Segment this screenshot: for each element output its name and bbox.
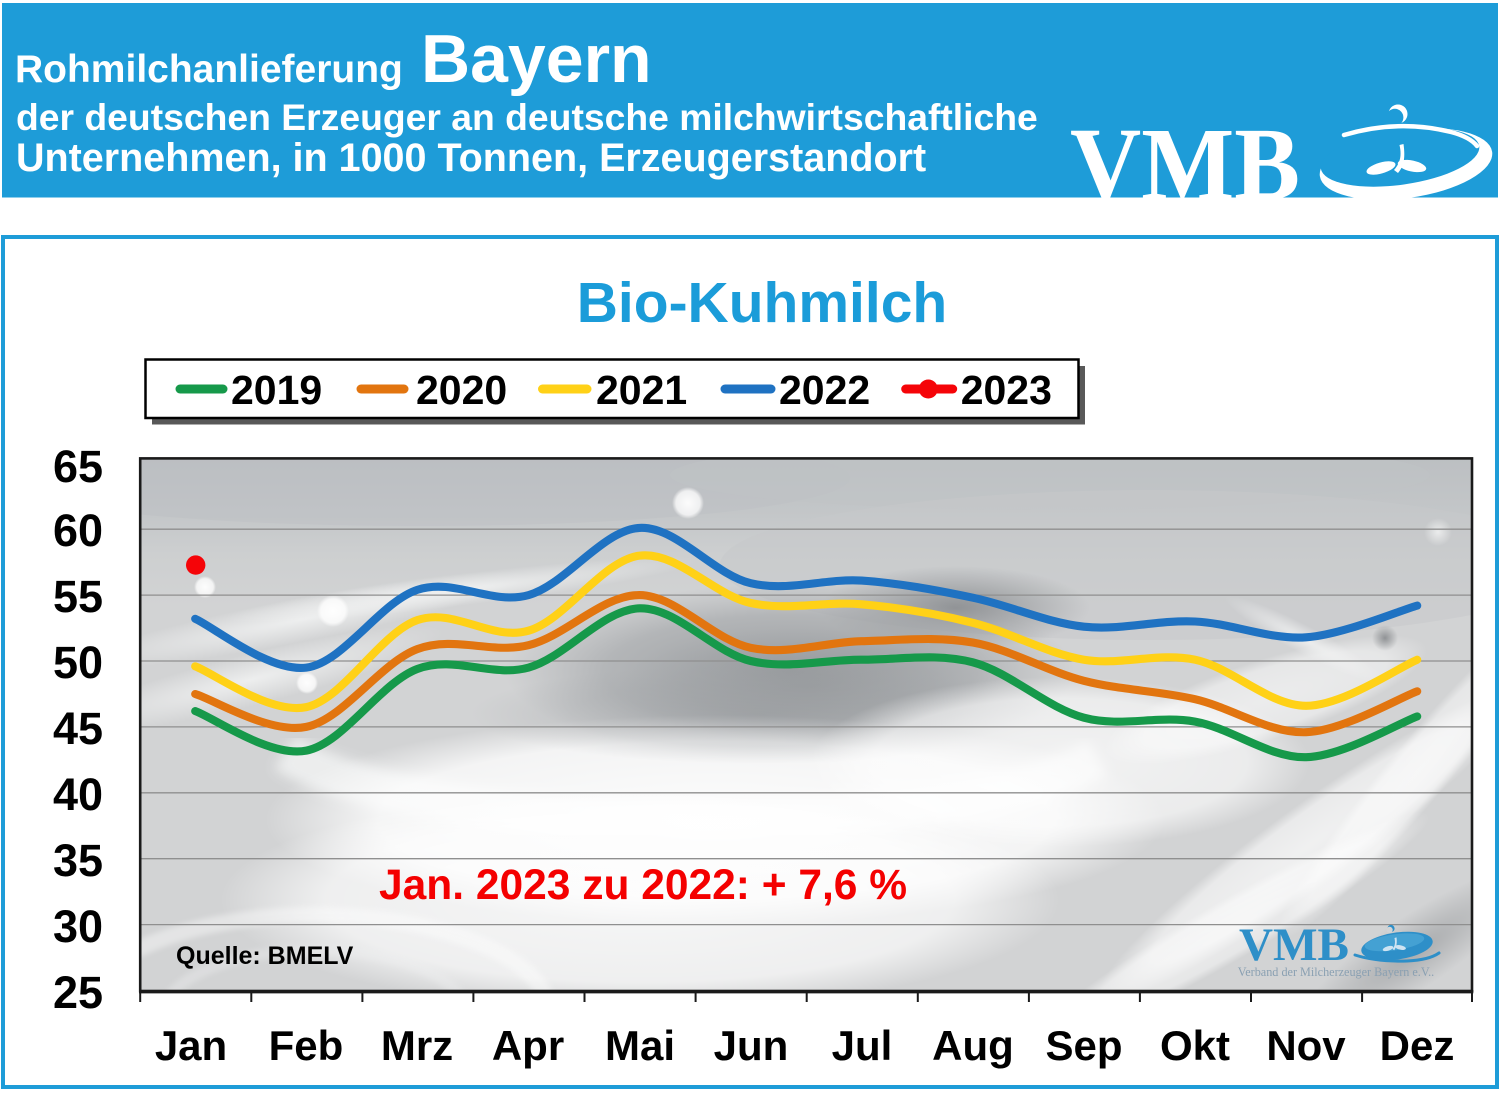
svg-text:Aug: Aug (932, 1022, 1014, 1069)
svg-text:Mrz: Mrz (381, 1022, 453, 1069)
svg-text:Jan. 2023 zu 2022: + 7,6 %: Jan. 2023 zu 2022: + 7,6 % (379, 862, 907, 909)
svg-text:der deutschen Erzeuger an deut: der deutschen Erzeuger an deutsche milch… (16, 96, 1038, 138)
svg-text:Unternehmen, in 1000 Tonnen, E: Unternehmen, in 1000 Tonnen, Erzeugersta… (16, 136, 926, 180)
svg-text:Bio-Kuhmilch: Bio-Kuhmilch (577, 271, 947, 335)
svg-text:Feb: Feb (269, 1022, 344, 1069)
svg-text:60: 60 (53, 505, 103, 556)
svg-text:40: 40 (53, 769, 103, 820)
svg-text:45: 45 (53, 703, 103, 754)
svg-text:Dez: Dez (1380, 1022, 1455, 1069)
svg-text:25: 25 (53, 967, 103, 1018)
svg-text:VMB: VMB (1239, 919, 1349, 971)
svg-text:2023: 2023 (961, 367, 1052, 413)
svg-text:Apr: Apr (492, 1022, 564, 1069)
svg-text:Jul: Jul (832, 1022, 893, 1069)
svg-text:Rohmilchanlieferung: Rohmilchanlieferung (15, 48, 403, 91)
svg-text:Verband der Milcherzeuger Baye: Verband der Milcherzeuger Bayern e.V.. (1238, 965, 1434, 979)
svg-text:2021: 2021 (596, 367, 687, 413)
svg-text:Jan: Jan (155, 1022, 227, 1069)
svg-text:55: 55 (53, 571, 103, 622)
svg-text:2020: 2020 (416, 367, 507, 413)
svg-text:65: 65 (53, 441, 103, 492)
svg-text:Bayern: Bayern (421, 21, 652, 97)
svg-text:Okt: Okt (1160, 1022, 1230, 1069)
svg-text:Sep: Sep (1045, 1022, 1122, 1069)
svg-text:Jun: Jun (714, 1022, 789, 1069)
svg-text:35: 35 (53, 835, 103, 886)
svg-text:VMB: VMB (1070, 107, 1300, 222)
svg-text:30: 30 (53, 901, 103, 952)
svg-text:50: 50 (53, 637, 103, 688)
svg-text:2019: 2019 (231, 367, 322, 413)
svg-text:Nov: Nov (1266, 1022, 1346, 1069)
svg-text:Quelle: BMELV: Quelle: BMELV (176, 942, 354, 970)
svg-text:Mai: Mai (605, 1022, 675, 1069)
svg-text:2022: 2022 (779, 367, 870, 413)
